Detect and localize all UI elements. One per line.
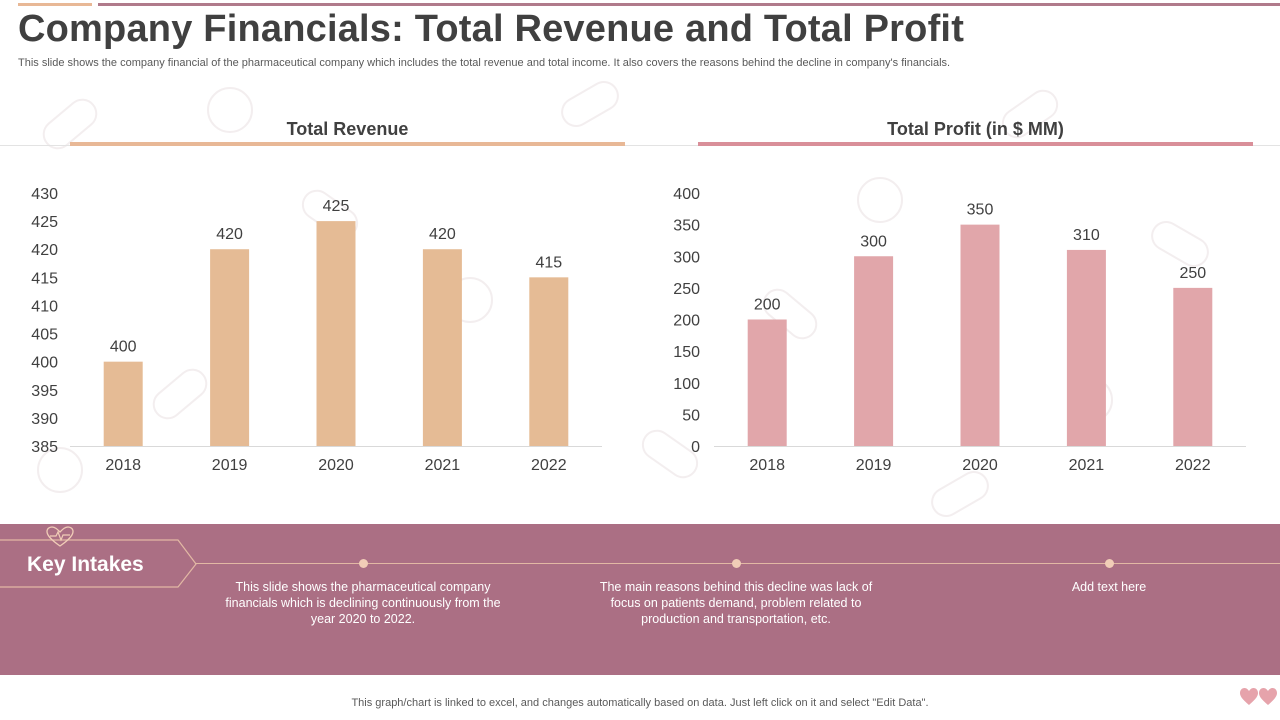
revenue-bar-2022: [529, 277, 569, 446]
profit-data-label-2021: 310: [1073, 227, 1100, 244]
revenue-y-tick-label: 400: [31, 355, 58, 372]
revenue-data-label-2019: 420: [216, 226, 243, 243]
profit-bar-2022: [1173, 287, 1213, 446]
profit-y-tick-label: 150: [673, 344, 700, 361]
revenue-x-tick-label-2020: 2020: [318, 457, 354, 474]
revenue-chart-title: Total Revenue: [286, 119, 409, 139]
key-intakes-arrow-shape: [0, 539, 197, 588]
profit-bar-2020: [960, 224, 1000, 446]
revenue-y-tick-label: 410: [31, 298, 58, 315]
profit-data-label-2020: 350: [967, 202, 994, 219]
key-intakes-label: Key Intakes: [27, 553, 144, 576]
revenue-y-tick-label: 390: [31, 411, 58, 428]
revenue-bar-2019: [210, 249, 250, 446]
revenue-y-tick-label: 395: [31, 383, 58, 400]
hearts-decoration-icon: [1240, 688, 1277, 705]
revenue-bar-2018: [103, 361, 143, 446]
timeline-dot-1: [359, 559, 368, 568]
profit-chart-title: Total Profit (in $ MM): [887, 119, 1064, 139]
revenue-y-tick-label: 385: [31, 439, 58, 456]
revenue-y-tick-label: 405: [31, 327, 58, 344]
key-intake-note-3: Add text here: [1071, 580, 1147, 594]
profit-y-tick-label: 100: [673, 376, 700, 393]
revenue-x-tick-label-2022: 2022: [531, 457, 567, 474]
profit-data-label-2018: 200: [754, 297, 781, 314]
revenue-bar-2020: [316, 221, 356, 446]
revenue-x-tick-label-2021: 2021: [425, 457, 461, 474]
page-title: Company Financials: Total Revenue and To…: [18, 8, 965, 50]
profit-data-label-2019: 300: [860, 233, 887, 250]
timeline-dot-2: [732, 559, 741, 568]
top-accent-line-long: [98, 3, 1280, 6]
revenue-data-label-2022: 415: [535, 254, 562, 271]
profit-y-tick-label: 250: [673, 281, 700, 298]
timeline-dot-3: [1105, 559, 1114, 568]
profit-y-tick-label: 200: [673, 313, 700, 330]
top-accent-line-short: [18, 3, 92, 6]
revenue-y-tick-label: 420: [31, 242, 58, 259]
profit-bar-2018: [747, 319, 787, 446]
profit-x-tick-label-2020: 2020: [962, 457, 998, 474]
profit-y-tick-label: 400: [673, 186, 700, 203]
profit-x-tick-label-2022: 2022: [1175, 457, 1211, 474]
revenue-data-label-2021: 420: [429, 226, 456, 243]
key-intakes-band: [0, 524, 1280, 675]
profit-bar-chart: 0 50 100 150 200 250 300 350 400 200 2018 300 2019 35…: [673, 186, 1246, 474]
profit-y-tick-label: 0: [691, 439, 700, 456]
profit-bar-2019: [854, 256, 894, 446]
revenue-y-tick-label: 415: [31, 270, 58, 287]
revenue-bar-chart: 385 390 395 400 405 410 415 420 425 430 400 2018 420…: [31, 186, 602, 474]
profit-y-tick-label: 300: [673, 249, 700, 266]
profit-chart-underline: [698, 142, 1253, 146]
revenue-x-tick-label-2019: 2019: [212, 457, 248, 474]
page-subtitle: This slide shows the company financial o…: [18, 57, 951, 69]
profit-x-tick-label-2021: 2021: [1069, 457, 1105, 474]
profit-y-tick-label: 50: [682, 407, 700, 424]
revenue-y-tick-label: 425: [31, 214, 58, 231]
key-intake-note-1: This slide shows the pharmaceutical comp…: [225, 580, 501, 626]
key-intake-note-2: The main reasons behind this decline was…: [599, 580, 873, 626]
revenue-chart-underline: [70, 142, 625, 146]
revenue-y-tick-label: 430: [31, 186, 58, 203]
revenue-bar-2021: [422, 249, 462, 446]
profit-bar-2021: [1066, 249, 1106, 446]
profit-x-tick-label-2018: 2018: [749, 457, 785, 474]
footer-note: This graph/chart is linked to excel, and…: [351, 697, 929, 709]
profit-y-tick-label: 350: [673, 218, 700, 235]
profit-x-tick-label-2019: 2019: [856, 457, 892, 474]
revenue-data-label-2018: 400: [110, 339, 137, 356]
revenue-data-label-2020: 425: [323, 198, 350, 215]
section-divider: [0, 145, 1280, 146]
revenue-x-tick-label-2018: 2018: [105, 457, 141, 474]
profit-data-label-2022: 250: [1179, 265, 1206, 282]
heart-pulse-icon: [46, 526, 74, 547]
